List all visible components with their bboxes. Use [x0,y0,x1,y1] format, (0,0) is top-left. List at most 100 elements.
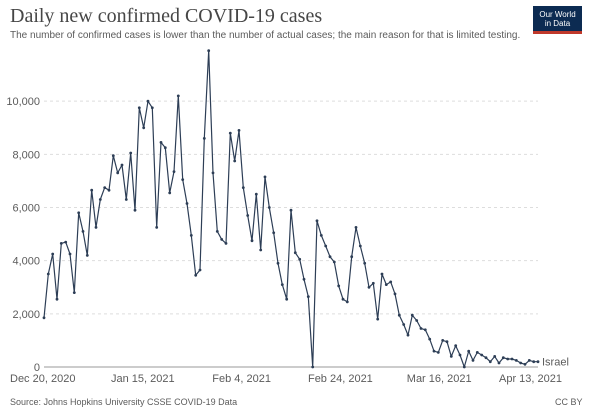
source-note[interactable]: Source: Johns Hopkins University CSSE CO… [10,397,238,407]
data-point [77,211,81,215]
data-point [241,186,245,190]
data-point [410,313,414,317]
data-point [263,175,267,179]
data-point [341,297,345,301]
data-point [363,261,367,265]
data-point [319,234,323,237]
data-point [267,206,271,209]
data-point [133,208,137,212]
data-point [354,226,358,229]
data-point [436,351,440,354]
data-point [480,353,484,357]
data-point [519,361,523,365]
data-point [501,356,505,360]
data-point [150,106,154,110]
data-point [220,238,224,241]
data-point [185,202,189,205]
data-point [406,333,410,337]
data-point [358,244,362,248]
data-point [198,268,202,272]
data-point [532,360,536,364]
data-point [536,360,540,364]
data-point [449,355,453,358]
x-tick-label: Feb 24, 2021 [308,373,373,385]
data-point [107,188,111,192]
data-point [471,359,475,362]
data-point [467,349,471,353]
logo-line-1: Our World [539,10,576,19]
data-point [393,292,397,296]
data-point [428,337,432,341]
data-point [289,208,293,212]
data-point [172,170,176,174]
data-point [224,242,228,245]
data-point [254,192,258,196]
data-point [419,327,423,330]
data-point [423,328,427,332]
data-point [233,159,237,163]
x-tick-label: Mar 16, 2021 [407,373,472,385]
data-point [194,273,198,277]
data-point [402,323,406,326]
data-point [211,171,215,175]
data-point [120,163,124,167]
license-label[interactable]: CC BY [555,397,583,407]
data-point [72,291,76,294]
logo-accent-bar [533,31,582,34]
data-point [276,261,280,265]
data-point [350,255,354,259]
data-point [311,365,315,369]
owid-logo[interactable]: Our World in Data [533,6,582,34]
data-point [285,297,289,301]
data-point [189,234,193,237]
data-point [142,126,146,130]
data-point [380,272,384,276]
data-point [98,198,102,201]
data-point [250,239,254,243]
data-point [207,49,211,53]
data-point [280,283,284,286]
data-point [129,151,133,155]
data-point [124,198,128,201]
data-point [367,285,371,289]
y-tick-label: 8,000 [12,149,40,161]
data-point [306,295,310,298]
data-point [202,137,206,140]
data-point [246,214,250,217]
data-point [497,361,501,365]
data-point [228,131,232,135]
data-point [42,316,46,320]
data-point [116,171,120,175]
data-point [337,284,341,288]
data-point [389,280,393,284]
data-point [215,230,219,233]
data-point [332,260,336,264]
logo-line-2: in Data [544,19,571,28]
data-point [59,242,63,245]
y-tick-label: 4,000 [12,256,40,268]
data-point [176,94,180,98]
x-tick-label: Apr 13, 2021 [499,373,562,385]
data-point [488,360,492,364]
y-tick-label: 2,000 [12,309,40,321]
chart-title: Daily new confirmed COVID-19 cases [10,5,323,27]
data-point [64,240,68,244]
data-point [137,106,141,110]
data-point [510,357,514,361]
data-point [46,272,50,276]
data-point [514,359,518,362]
data-point [345,300,349,304]
data-point [298,257,302,261]
y-tick-label: 10,000 [6,96,40,108]
data-point [462,365,466,369]
data-point [51,252,55,256]
data-point [103,186,107,190]
x-tick-label: Jan 15, 2021 [111,373,175,385]
y-tick-label: 6,000 [12,203,40,215]
data-point [168,191,172,195]
data-point [85,254,89,257]
data-point [81,230,85,233]
data-point [159,141,163,144]
data-point [302,277,306,281]
